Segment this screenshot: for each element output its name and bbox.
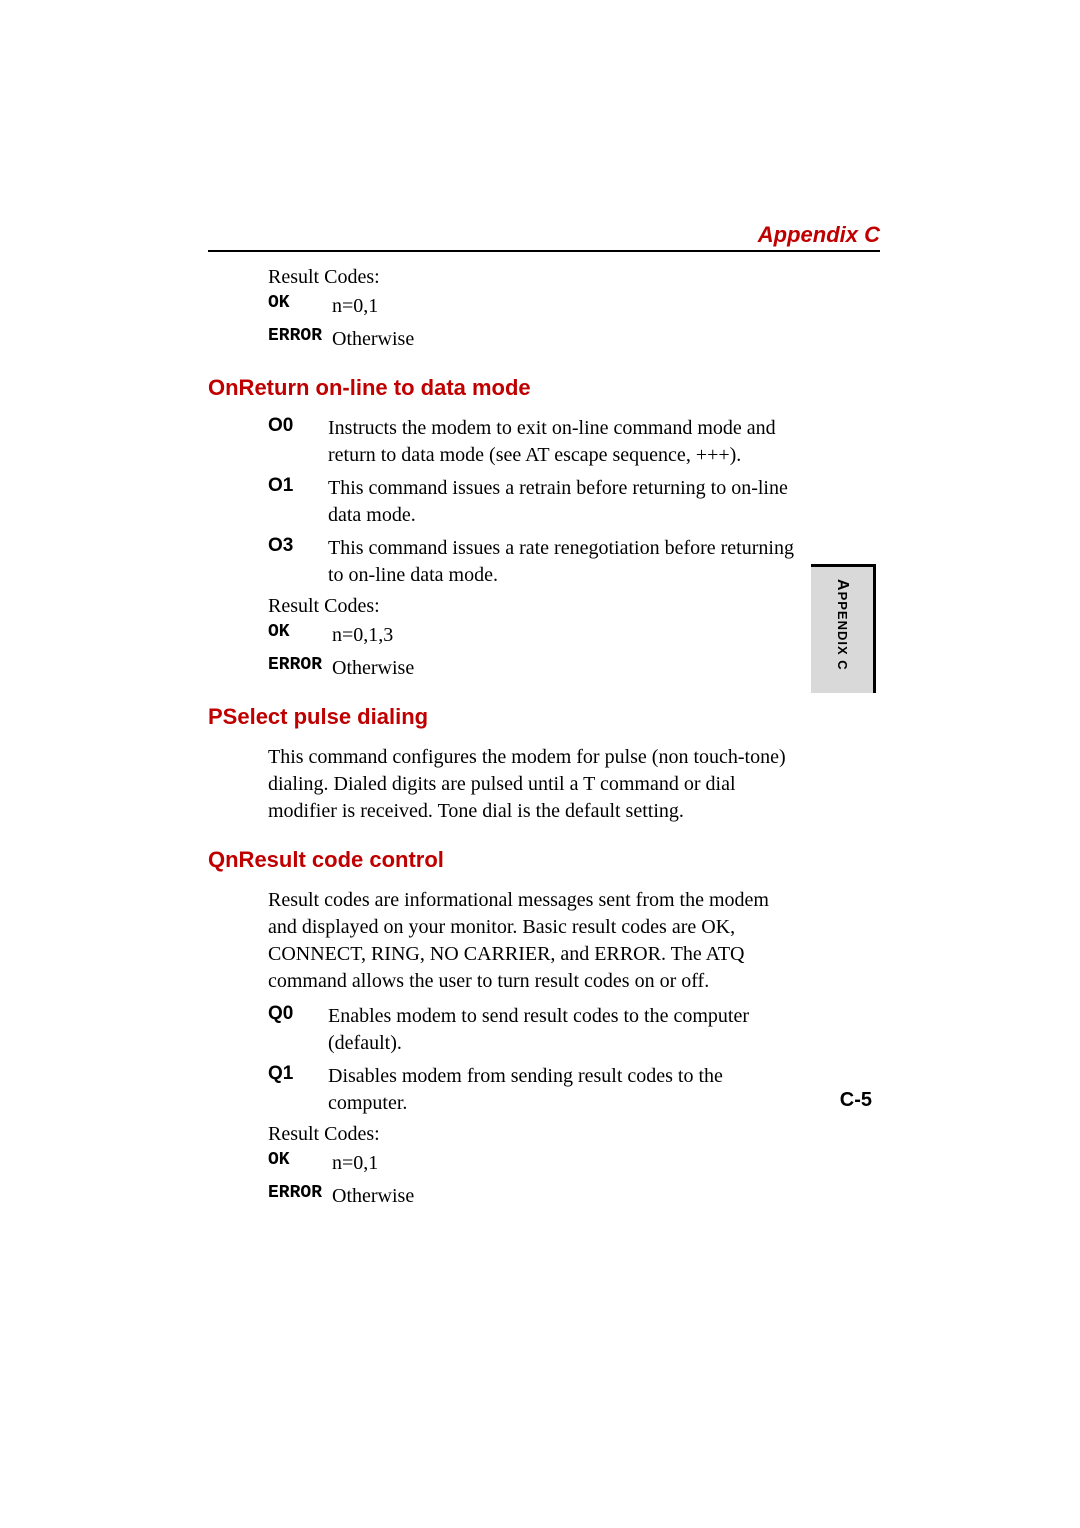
page-content: Result Codes: OK n=0,1 ERROR Otherwise O… [208, 262, 868, 1216]
cmd-code: O3 [268, 535, 328, 557]
result-row: OK n=0,1 [268, 293, 868, 320]
cmd-row: Q1 Disables modem from sending result co… [268, 1063, 868, 1117]
cmd-row: Q0 Enables modem to send result codes to… [268, 1003, 868, 1057]
cmd-desc: This command issues a retrain before ret… [328, 475, 798, 529]
error-code: ERROR [268, 326, 332, 346]
error-code: ERROR [268, 1183, 332, 1203]
ok-code: OK [268, 1150, 332, 1170]
result-row: OK n=0,1,3 [268, 622, 868, 649]
qn-paragraph: Result codes are informational messages … [268, 887, 798, 995]
error-value: Otherwise [332, 326, 414, 353]
ok-value: n=0,1 [332, 293, 378, 320]
cmd-code: Q1 [268, 1063, 328, 1085]
cmd-desc: Enables modem to send result codes to th… [328, 1003, 798, 1057]
cmd-code: O1 [268, 475, 328, 497]
result-row: OK n=0,1 [268, 1150, 868, 1177]
page-number: C-5 [840, 1089, 872, 1112]
section-title-onreturn: OnReturn on-line to data mode [208, 375, 868, 401]
ok-value: n=0,1 [332, 1150, 378, 1177]
cmd-desc: Disables modem from sending result codes… [328, 1063, 798, 1117]
ok-value: n=0,1,3 [332, 622, 393, 649]
section-title-qn: QnResult code control [208, 847, 868, 873]
result-row: ERROR Otherwise [268, 326, 868, 353]
result-codes-label: Result Codes: [268, 1123, 868, 1146]
pselect-paragraph: This command configures the modem for pu… [268, 744, 798, 825]
appendix-tab: APPENDIX C [811, 564, 876, 693]
error-value: Otherwise [332, 1183, 414, 1210]
cmd-row: O3 This command issues a rate renegotiat… [268, 535, 868, 589]
cmd-code: O0 [268, 415, 328, 437]
error-value: Otherwise [332, 655, 414, 682]
header-title: Appendix C [758, 222, 880, 247]
cmd-row: O1 This command issues a retrain before … [268, 475, 868, 529]
result-codes-label: Result Codes: [268, 266, 868, 289]
result-row: ERROR Otherwise [268, 655, 868, 682]
cmd-desc: This command issues a rate renegotiation… [328, 535, 798, 589]
cmd-row: O0 Instructs the modem to exit on-line c… [268, 415, 868, 469]
result-codes-label: Result Codes: [268, 595, 868, 618]
appendix-tab-label: APPENDIX C [833, 579, 851, 671]
cmd-desc: Instructs the modem to exit on-line comm… [328, 415, 798, 469]
ok-code: OK [268, 622, 332, 642]
page-header: Appendix C [208, 222, 880, 252]
section-title-pselect: PSelect pulse dialing [208, 704, 868, 730]
ok-code: OK [268, 293, 332, 313]
cmd-code: Q0 [268, 1003, 328, 1025]
error-code: ERROR [268, 655, 332, 675]
result-row: ERROR Otherwise [268, 1183, 868, 1210]
